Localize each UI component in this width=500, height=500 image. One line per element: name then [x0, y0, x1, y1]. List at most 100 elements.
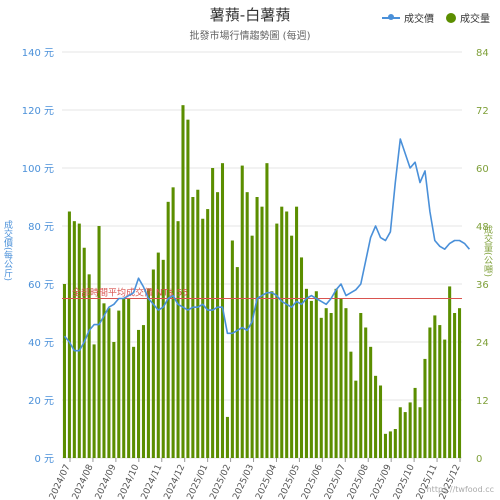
volume-bar: [206, 209, 210, 458]
volume-bar: [191, 197, 195, 458]
volume-bar: [354, 380, 358, 458]
x-tick-label: 2025/05: [277, 463, 302, 500]
y-left-axis-label: 成交價(每公斤): [2, 220, 12, 282]
x-tick-label: 2025/09: [369, 463, 394, 500]
volume-bar: [141, 325, 146, 458]
volume-bar: [87, 274, 91, 458]
volume-bar: [211, 168, 215, 458]
volume-bar: [77, 223, 81, 458]
volume-bar: [250, 235, 254, 458]
legend-price-label: 成交價: [404, 14, 434, 25]
volume-bar: [166, 201, 170, 459]
y-left-tick-label: 80 元: [28, 222, 54, 233]
x-tick-label: 2025/06: [300, 463, 325, 500]
legend-volume[interactable]: 成交量: [446, 10, 490, 25]
y-right-tick-label: 12: [476, 396, 489, 407]
price-line: [63, 138, 471, 352]
volume-bar: [324, 308, 328, 458]
x-tick-label: 2025/04: [254, 463, 279, 500]
volume-bar: [295, 206, 299, 458]
volume-bar: [216, 192, 220, 458]
x-tick-label: 2024/08: [71, 463, 96, 500]
volume-bar: [448, 286, 452, 458]
x-tick-label: 2025/01: [186, 463, 211, 500]
volume-bar: [314, 291, 318, 458]
volume-bar: [344, 308, 348, 458]
chart-subtitle: 批發市場行情趨勢圖 (每週): [189, 31, 311, 42]
x-tick-label: 2025/02: [208, 463, 233, 500]
volume-bar: [235, 267, 239, 458]
x-tick-label: 2025/10: [392, 463, 417, 500]
volume-bar: [176, 221, 180, 458]
volume-bar: [418, 407, 422, 458]
volume-bar: [393, 429, 397, 458]
volume-bar: [137, 329, 141, 458]
volume-bar: [132, 346, 136, 458]
volume-bar: [280, 206, 284, 458]
y-left-tick-label: 140 元: [22, 48, 54, 59]
volume-bar: [225, 416, 229, 458]
y-right-axis-label: 成交量(公噸): [482, 225, 492, 278]
x-tick-label: 2025/07: [323, 463, 348, 500]
x-tick-label: 2024/10: [117, 463, 142, 500]
volume-bar: [255, 197, 259, 458]
volume-bar: [82, 247, 86, 458]
volume-bar: [369, 346, 373, 458]
volume-bar: [319, 317, 323, 458]
volume-bar: [383, 433, 387, 458]
volume-bar: [413, 387, 417, 458]
volume-bar: [458, 308, 462, 458]
volume-bar: [349, 351, 353, 458]
y-left-tick-label: 20 元: [28, 396, 54, 407]
y-right-tick-label: 84: [476, 48, 489, 59]
y-left-tick-label: 60 元: [28, 280, 54, 291]
y-left-tick-label: 100 元: [22, 164, 54, 175]
volume-bar: [453, 313, 457, 458]
y-right-tick-label: 60: [476, 164, 489, 175]
volume-bar: [245, 192, 249, 458]
volume-bar: [171, 187, 175, 459]
volume-bar: [122, 298, 126, 458]
volume-bar: [408, 402, 412, 458]
line-swatch-icon: [382, 13, 400, 20]
right-axis-ticks: 0 12 24 36 48 60 72 84: [476, 48, 489, 465]
y-right-tick-label: 0: [476, 454, 482, 465]
volume-bar: [285, 211, 289, 458]
volume-bar: [230, 240, 234, 458]
volume-bar: [423, 358, 427, 458]
y-left-tick-label: 120 元: [22, 106, 54, 117]
volume-bar: [201, 218, 205, 458]
volume-bar: [107, 308, 111, 458]
volume-bars: [62, 105, 462, 459]
volume-bar: [309, 300, 313, 458]
volume-bar: [92, 344, 96, 458]
y-left-tick-label: 40 元: [28, 338, 54, 349]
y-left-tick-label: 0 元: [34, 454, 54, 465]
volume-bar: [290, 235, 294, 458]
watermark: https://twfood.cc: [426, 485, 494, 494]
volume-bar: [433, 315, 437, 458]
volume-bar: [364, 327, 368, 458]
y-right-tick-label: 72: [476, 106, 489, 117]
x-tick-label: 2025/12: [438, 463, 463, 500]
legend-volume-label: 成交量: [460, 14, 490, 25]
average-price-line: 全部時間平均成交價 NT$ 55: [62, 287, 462, 299]
legend-price[interactable]: 成交價: [382, 10, 434, 25]
volume-bar: [72, 221, 76, 458]
x-tick-label: 2024/07: [48, 463, 73, 500]
volume-bar: [438, 325, 442, 458]
volume-bar: [378, 385, 383, 458]
volume-bar: [403, 412, 407, 458]
volume-bar: [127, 298, 131, 458]
volume-bar: [102, 303, 106, 458]
x-tick-label: 2024/09: [94, 463, 119, 500]
dot-swatch-icon: [446, 12, 456, 23]
legend: 成交價 成交量: [382, 10, 490, 25]
volume-bar: [146, 288, 150, 458]
volume-bar: [161, 259, 165, 458]
x-tick-label: 2025/11: [415, 463, 440, 500]
volume-bar: [299, 257, 304, 458]
volume-bar: [117, 310, 121, 458]
price-series-line: [63, 138, 471, 352]
